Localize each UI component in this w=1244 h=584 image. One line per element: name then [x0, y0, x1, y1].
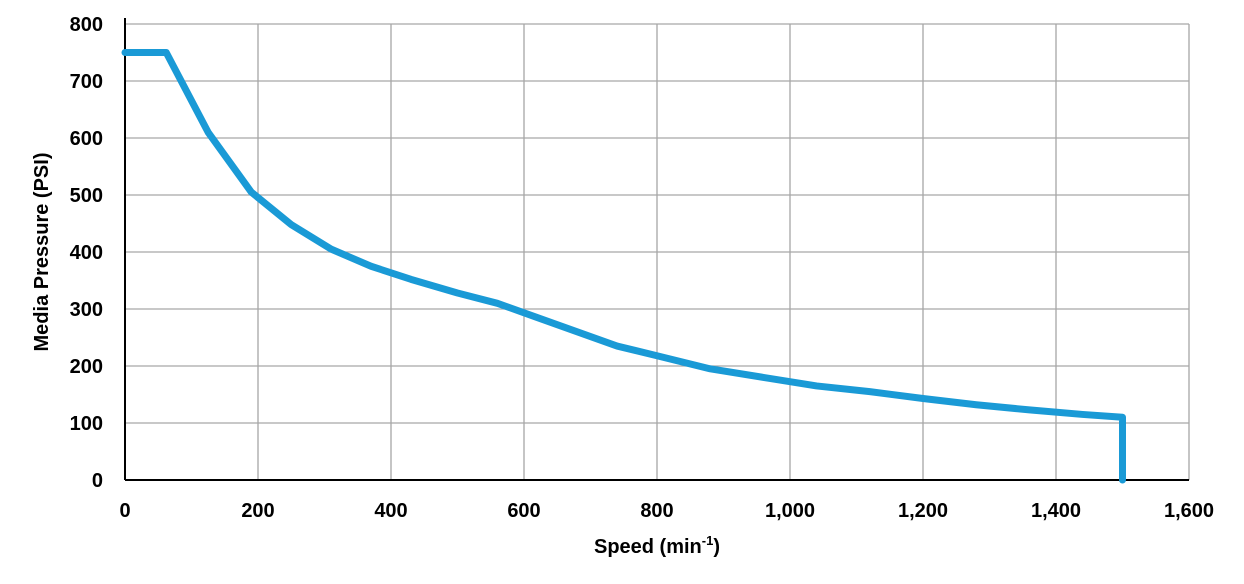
- y-tick-label: 500: [70, 185, 103, 207]
- y-tick-label: 400: [70, 242, 103, 264]
- y-tick-labels: 0 100 200 300 400 500 600 700 800: [70, 14, 103, 492]
- axes: [124, 18, 1189, 481]
- y-tick-label: 0: [92, 470, 103, 492]
- x-tick-label: 400: [374, 500, 407, 522]
- x-tick-label: 200: [241, 500, 274, 522]
- y-tick-label: 100: [70, 413, 103, 435]
- series-layer: [121, 49, 1126, 484]
- y-tick-label: 800: [70, 14, 103, 36]
- y-tick-label: 600: [70, 128, 103, 150]
- y-tick-label: 200: [70, 356, 103, 378]
- x-tick-label: 1,400: [1031, 500, 1081, 522]
- x-axis-title: Speed (min-1): [594, 533, 720, 558]
- x-tick-label: 800: [640, 500, 673, 522]
- x-tick-labels: 0 200 400 600 800 1,000 1,200 1,400 1,600: [119, 500, 1214, 522]
- y-axis-title: Media Pressure (PSI): [31, 153, 53, 352]
- x-tick-label: 1,200: [898, 500, 948, 522]
- series-line: [121, 49, 1126, 484]
- x-tick-label: 1,000: [765, 500, 815, 522]
- grid: [125, 23, 1190, 480]
- x-tick-label: 1,600: [1164, 500, 1214, 522]
- y-tick-label: 300: [70, 299, 103, 321]
- x-tick-label: 600: [507, 500, 540, 522]
- x-tick-label: 0: [119, 500, 130, 522]
- y-tick-label: 700: [70, 71, 103, 93]
